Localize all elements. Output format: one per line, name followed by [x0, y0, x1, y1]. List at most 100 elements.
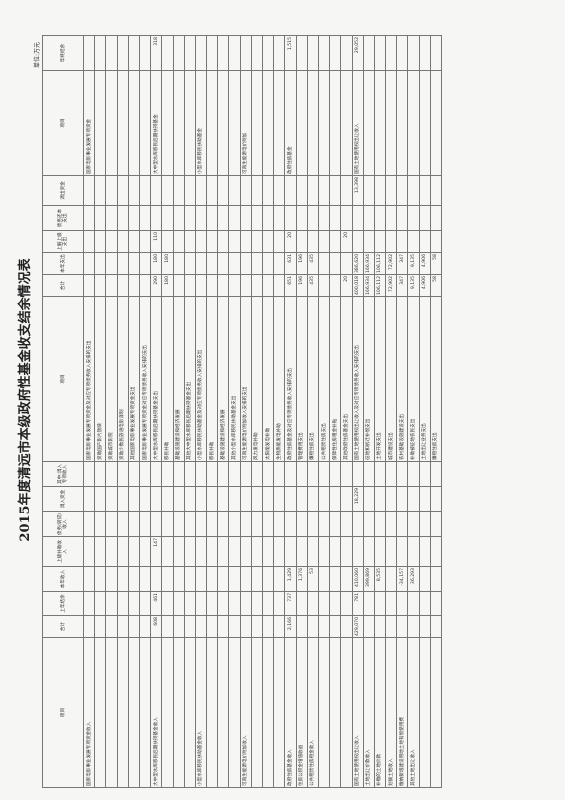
table-cell — [318, 230, 330, 253]
table-cell: 廉租住房支出 — [307, 296, 319, 462]
table-cell — [83, 35, 95, 71]
table-cell — [262, 615, 274, 638]
table-cell — [419, 591, 431, 616]
table-cell — [374, 511, 386, 537]
table-cell — [139, 615, 151, 638]
table-cell — [173, 511, 185, 537]
fund-table: 项目 合计 上年结余 本年收入 上级补助收入 债务(转贷)收入 调入资金 其中:调入专项收入项… — [42, 35, 442, 788]
table-cell — [251, 486, 263, 512]
table-cell — [217, 486, 229, 512]
table-cell — [184, 205, 196, 231]
table-cell — [363, 230, 375, 253]
table-cell — [228, 637, 241, 788]
table-cell — [296, 175, 308, 206]
header-cell: 上级补助收入 — [42, 536, 84, 567]
table-cell — [173, 70, 185, 176]
table-cell — [262, 252, 274, 275]
table-cell — [262, 486, 274, 512]
table-cell — [139, 461, 151, 487]
table-cell — [340, 566, 352, 592]
table-cell — [318, 205, 330, 231]
table-row: 移民补助 180 180 — [161, 35, 173, 788]
table-cell — [407, 461, 420, 487]
table-cell — [105, 35, 118, 71]
header-cell: 调入资金 — [42, 486, 84, 512]
table-cell — [184, 486, 196, 512]
table-cell — [430, 511, 442, 537]
table-cell — [195, 615, 207, 638]
table-cell — [340, 205, 352, 231]
table-cell — [128, 637, 140, 788]
table-cell: 缴纳新增建设用地土地有偿使用费 — [396, 637, 408, 788]
table-cell — [340, 637, 352, 788]
table-cell — [184, 175, 196, 206]
table-cell — [340, 70, 352, 176]
table-cell — [430, 566, 442, 592]
table-cell — [296, 615, 308, 638]
table-cell — [352, 536, 364, 567]
table-cell — [407, 35, 420, 71]
table-cell — [262, 461, 274, 487]
table-cell — [83, 536, 95, 567]
table-cell — [251, 536, 263, 567]
table-cell: 划拨土地收入 — [385, 637, 397, 788]
table-cell — [217, 461, 229, 487]
table-cell: 土地开发支出 — [374, 296, 386, 462]
table-cell — [206, 486, 218, 512]
table-cell — [296, 205, 308, 231]
table-cell — [117, 175, 129, 206]
table-cell: 631 — [284, 252, 297, 275]
table-cell: 20 — [340, 274, 352, 297]
table-cell — [374, 591, 386, 616]
table-cell — [240, 461, 252, 487]
table-cell — [307, 615, 319, 638]
table-cell — [128, 615, 140, 638]
table-cell: 公共租赁住房租金收入 — [307, 637, 319, 788]
table-cell — [139, 637, 151, 788]
table-cell — [340, 461, 352, 487]
table-cell — [374, 70, 386, 176]
table-cell — [352, 205, 364, 231]
table-cell — [128, 70, 140, 176]
table-cell: 政府住房基金及对应专项债务收入安排的支出 — [284, 296, 297, 462]
table-cell — [240, 252, 252, 275]
table-cell — [262, 230, 274, 253]
table-cell — [273, 461, 285, 487]
table-cell — [419, 566, 431, 592]
table-cell — [251, 615, 263, 638]
title: 2015年度清远市本级政府性基金收支结余情况表 — [18, 258, 33, 542]
table-row: 太阳能发电补助 — [262, 35, 274, 788]
table-cell — [161, 70, 173, 176]
table-cell — [173, 175, 185, 206]
table-cell — [329, 70, 341, 176]
table-cell — [385, 615, 397, 638]
table-cell — [430, 461, 442, 487]
table-cell — [262, 70, 274, 176]
table-cell — [161, 511, 173, 537]
table-cell — [374, 615, 386, 638]
table-cell — [240, 486, 252, 512]
table-cell: 53 — [307, 566, 319, 592]
table-cell — [228, 175, 241, 206]
table-row: 资助城市影院 — [105, 35, 118, 788]
table-cell: 1,515 — [284, 35, 297, 71]
table-cell — [296, 230, 308, 253]
table-cell — [296, 486, 308, 512]
table-cell — [273, 35, 285, 71]
table-cell — [318, 615, 330, 638]
table-cell: 其他小型水库移民扶助基金支出 — [228, 296, 241, 462]
table-cell — [251, 566, 263, 592]
table-cell — [307, 35, 319, 71]
table-cell — [173, 486, 185, 512]
table-cell: 196 — [296, 252, 308, 275]
table-cell — [184, 35, 196, 71]
table-cell — [94, 274, 106, 297]
table-cell — [273, 511, 285, 537]
table-cell — [363, 615, 375, 638]
table-cell — [251, 511, 263, 537]
table-cell — [94, 230, 106, 253]
table-cell — [83, 566, 95, 592]
table-cell — [184, 230, 196, 253]
table-cell: 移民补助 — [206, 296, 218, 462]
table-cell: 461 — [150, 591, 162, 616]
